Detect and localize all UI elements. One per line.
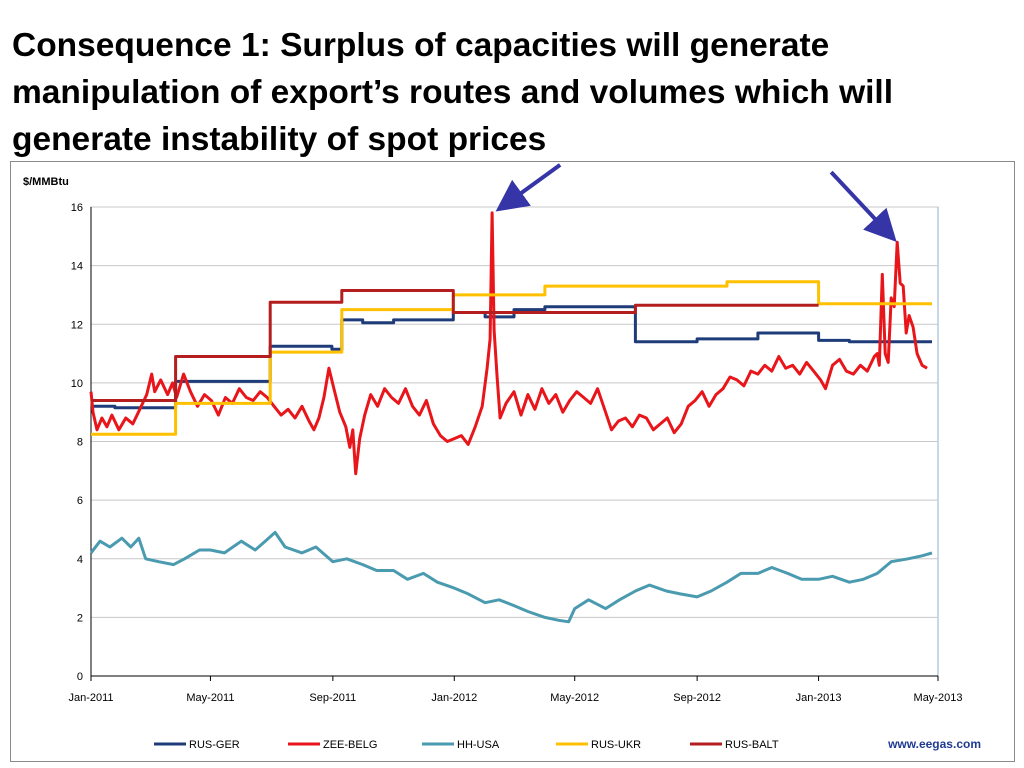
x-tick-label: Jan-2011 bbox=[68, 692, 113, 704]
x-tick-label: Jan-2013 bbox=[796, 692, 842, 704]
chart-frame: 0 2 4 6 8 10 12 14 16 Jan-2011 May-2011 Sep-2011 Jan… bbox=[10, 161, 1015, 762]
legend: RUS-GER ZEE-BELG HH-USA RUS-UKR RUS-BALT bbox=[154, 739, 779, 751]
y-tick-label: 4 bbox=[77, 554, 83, 566]
x-tick-label: Jan-2012 bbox=[431, 692, 477, 704]
y-tick-label: 14 bbox=[71, 261, 83, 273]
y-tick-label: 8 bbox=[77, 437, 83, 449]
series-line-zee-belg bbox=[89, 211, 928, 476]
legend-label: RUS-GER bbox=[189, 739, 240, 751]
y-tick-label: 12 bbox=[71, 319, 83, 331]
legend-label: RUS-BALT bbox=[725, 739, 779, 751]
x-tick-label: May-2013 bbox=[914, 692, 963, 704]
legend-label: RUS-UKR bbox=[591, 739, 641, 751]
legend-label: HH-USA bbox=[457, 739, 500, 751]
y-tick-label: 2 bbox=[77, 612, 83, 624]
y-tick-label: 0 bbox=[77, 671, 83, 683]
x-tick-label: May-2012 bbox=[550, 692, 599, 704]
annotations bbox=[495, 163, 897, 243]
x-tick-label: May-2011 bbox=[186, 692, 234, 704]
y-tick-label: 10 bbox=[71, 378, 83, 390]
y-axis-unit-label: $/MMBtu bbox=[23, 176, 69, 188]
y-tick-label: 16 bbox=[71, 202, 83, 214]
series-lines bbox=[89, 211, 933, 624]
axes: 0 2 4 6 8 10 12 14 16 Jan-2011 May-2011 Sep-2011 Jan… bbox=[68, 202, 962, 704]
series-line-hh-usa bbox=[89, 530, 933, 624]
slide-title: Consequence 1: Surplus of capacities wil… bbox=[12, 27, 894, 158]
price-chart: 0 2 4 6 8 10 12 14 16 Jan-2011 May-2011 Sep-2011 Jan… bbox=[23, 163, 981, 751]
x-tick-label: Sep-2012 bbox=[673, 692, 721, 704]
x-tick-label: Sep-2011 bbox=[309, 692, 356, 704]
source-label: www.eegas.com bbox=[887, 737, 981, 751]
legend-label: ZEE-BELG bbox=[323, 739, 377, 751]
annotation-arrow bbox=[829, 170, 897, 243]
series-line-rus-balt bbox=[91, 289, 819, 402]
y-tick-label: 6 bbox=[77, 495, 83, 507]
annotation-arrow bbox=[495, 163, 562, 212]
